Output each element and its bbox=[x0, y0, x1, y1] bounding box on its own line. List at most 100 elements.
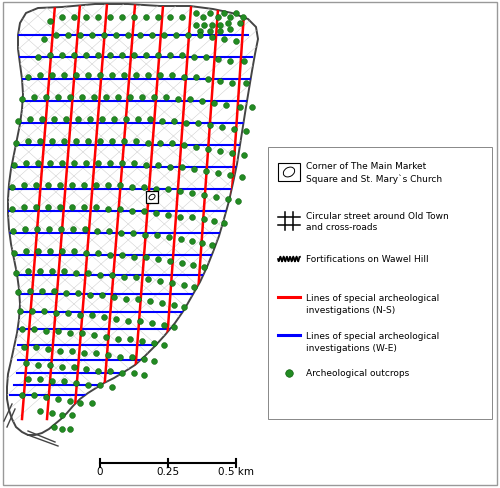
Point bbox=[12, 140, 20, 147]
Point bbox=[198, 98, 206, 106]
Point bbox=[72, 138, 80, 145]
Point bbox=[70, 160, 78, 167]
Point bbox=[110, 116, 118, 123]
Point bbox=[48, 267, 56, 275]
Point bbox=[68, 203, 76, 211]
Point bbox=[212, 194, 220, 202]
Point bbox=[58, 411, 66, 419]
Point bbox=[56, 182, 64, 189]
Point bbox=[14, 288, 22, 296]
Point bbox=[210, 100, 218, 108]
Bar bbox=[146, 192, 158, 203]
Point bbox=[242, 128, 250, 136]
Point bbox=[122, 116, 130, 123]
Point bbox=[46, 52, 54, 60]
Point bbox=[20, 344, 28, 351]
Point bbox=[96, 271, 104, 279]
Point bbox=[150, 94, 158, 102]
Point bbox=[92, 182, 100, 189]
Point bbox=[48, 377, 56, 385]
Point bbox=[154, 256, 162, 264]
Point bbox=[124, 32, 132, 40]
Point bbox=[238, 174, 246, 182]
Point bbox=[42, 393, 50, 401]
Point bbox=[170, 324, 178, 331]
Point bbox=[58, 160, 66, 167]
Point bbox=[154, 52, 162, 60]
Point bbox=[86, 291, 94, 299]
Point bbox=[84, 138, 92, 145]
Point bbox=[174, 96, 182, 103]
Point bbox=[36, 407, 44, 415]
Point bbox=[216, 22, 224, 30]
Point bbox=[100, 313, 108, 321]
Point bbox=[24, 74, 32, 82]
Point bbox=[140, 355, 148, 363]
Point bbox=[64, 32, 72, 40]
Point bbox=[88, 32, 96, 40]
Point bbox=[132, 138, 140, 145]
Point bbox=[56, 203, 64, 211]
Point bbox=[102, 333, 110, 341]
Point bbox=[50, 287, 58, 295]
Point bbox=[92, 203, 100, 211]
Point bbox=[42, 94, 50, 102]
Point bbox=[36, 72, 44, 80]
Point bbox=[48, 409, 56, 417]
Point bbox=[156, 278, 164, 285]
Point bbox=[74, 116, 82, 123]
Point bbox=[58, 52, 66, 60]
Text: 0.25: 0.25 bbox=[156, 466, 180, 476]
Point bbox=[54, 94, 62, 102]
Point bbox=[208, 22, 216, 30]
Point bbox=[36, 138, 44, 145]
Point bbox=[206, 122, 214, 130]
Point bbox=[234, 198, 242, 205]
Point bbox=[46, 247, 54, 255]
Point bbox=[218, 124, 226, 132]
Point bbox=[210, 218, 218, 225]
Point bbox=[166, 14, 174, 22]
Point bbox=[120, 138, 128, 145]
Point bbox=[70, 247, 78, 255]
Point bbox=[57, 225, 65, 233]
Point bbox=[88, 311, 96, 319]
Text: 0: 0 bbox=[97, 466, 103, 476]
Point bbox=[144, 72, 152, 80]
Point bbox=[24, 375, 32, 383]
Point bbox=[146, 116, 154, 123]
Point bbox=[220, 36, 228, 44]
Point bbox=[142, 162, 150, 169]
Point bbox=[226, 58, 234, 66]
Point bbox=[228, 80, 236, 88]
Point bbox=[164, 212, 172, 220]
Point bbox=[32, 182, 40, 189]
Point bbox=[80, 349, 88, 357]
Point bbox=[232, 38, 240, 46]
Point bbox=[40, 307, 48, 315]
Point bbox=[170, 302, 178, 309]
Point bbox=[206, 10, 214, 18]
Point bbox=[150, 339, 158, 347]
Point bbox=[242, 80, 250, 88]
Point bbox=[168, 280, 176, 287]
Point bbox=[180, 142, 188, 150]
Point bbox=[33, 225, 41, 233]
Point bbox=[82, 366, 90, 373]
Point bbox=[166, 164, 174, 172]
Point bbox=[18, 325, 26, 333]
Point bbox=[130, 160, 138, 167]
Point bbox=[10, 162, 18, 169]
Point bbox=[84, 72, 92, 80]
Point bbox=[176, 214, 184, 222]
Point bbox=[200, 264, 208, 271]
Point bbox=[58, 364, 66, 371]
Point bbox=[226, 26, 234, 34]
Point bbox=[154, 14, 162, 22]
Point bbox=[141, 232, 149, 240]
Point bbox=[98, 291, 106, 299]
Point bbox=[66, 397, 74, 405]
Point bbox=[130, 254, 138, 262]
Point bbox=[204, 146, 212, 154]
Point bbox=[230, 126, 238, 134]
